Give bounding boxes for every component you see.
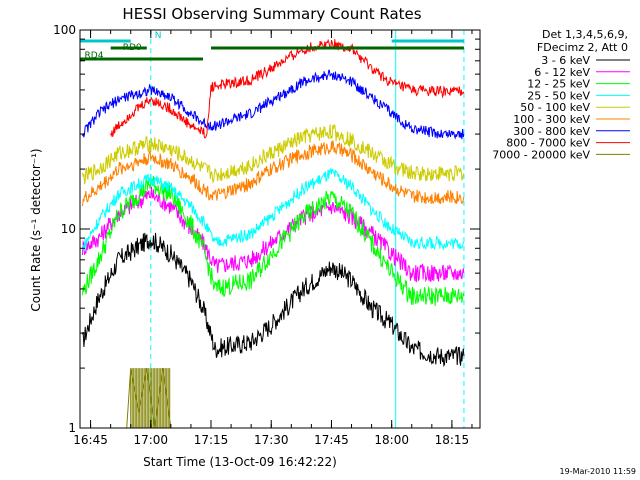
legend-label-3-6-kev: 3 - 6 keV: [541, 54, 590, 67]
series-line-12-25-kev: [82, 175, 465, 306]
series-line-800-7000-kev: [110, 38, 465, 139]
flag-label-rd0: RD0: [123, 43, 142, 53]
legend-label-7000-20000-kev: 7000 - 20000 keV: [492, 148, 590, 161]
y-tick-label-10: 10: [61, 222, 76, 236]
series-line-6-12-kev: [82, 186, 465, 283]
series-line-25-50-kev: [82, 168, 465, 252]
legend-header-line-2: FDecimz 2, Att 0: [537, 41, 628, 54]
flag-label-n: N: [155, 31, 162, 41]
legend-label-800-7000-kev: 800 - 7000 keV: [506, 137, 590, 150]
series-line-7000-20000-kev: [82, 368, 464, 429]
legend-header-line-1: Det 1,3,4,5,6,9,: [542, 28, 628, 41]
legend-label-6-12-kev: 6 - 12 keV: [534, 66, 590, 79]
y-axis-label: Count Rate (s⁻¹ detector⁻¹): [29, 148, 43, 311]
legend-label-300-800-kev: 300 - 800 keV: [513, 125, 590, 138]
legend-label-25-50-kev: 25 - 50 keV: [527, 89, 590, 102]
series-line-3-6-kev: [82, 232, 465, 368]
series-line-50-100-kev: [82, 124, 465, 185]
x-tick-label-17-45: 17:45: [314, 433, 349, 447]
legend-label-50-100-kev: 50 - 100 keV: [520, 101, 590, 114]
x-tick-label-16-45: 16:45: [73, 433, 108, 447]
legend-label-100-300-kev: 100 - 300 keV: [513, 113, 590, 126]
flag-label-rd4: RD4: [85, 51, 104, 61]
y-tick-label-1: 1: [68, 421, 76, 435]
y-tick-label-100: 100: [53, 23, 76, 37]
x-tick-label-18-00: 18:00: [374, 433, 409, 447]
axes: 16:45 17:00 17:15 17:30 17:45 18:00 18:15 1 10 10…: [53, 23, 481, 447]
series-line-300-800-kev: [82, 69, 465, 140]
legend-label-12-25-kev: 12 - 25 keV: [527, 78, 590, 91]
x-tick-label-17-30: 17:30: [254, 433, 289, 447]
x-axis-label: Start Time (13-Oct-09 16:42:22): [143, 455, 337, 469]
x-tick-label-17-15: 17:15: [194, 433, 229, 447]
timestamp: 19-Mar-2010 11:59: [560, 467, 637, 476]
x-tick-label-18-15: 18:15: [435, 433, 470, 447]
plot-area: N RD0 RD4: [79, 30, 465, 429]
chart-title: HESSI Observing Summary Count Rates: [122, 5, 421, 23]
legend: Det 1,3,4,5,6,9, FDecimz 2, Att 0 3 - 6 …: [492, 28, 630, 161]
series-line-100-300-kev: [82, 140, 465, 207]
x-tick-label-17-00: 17:00: [133, 433, 168, 447]
